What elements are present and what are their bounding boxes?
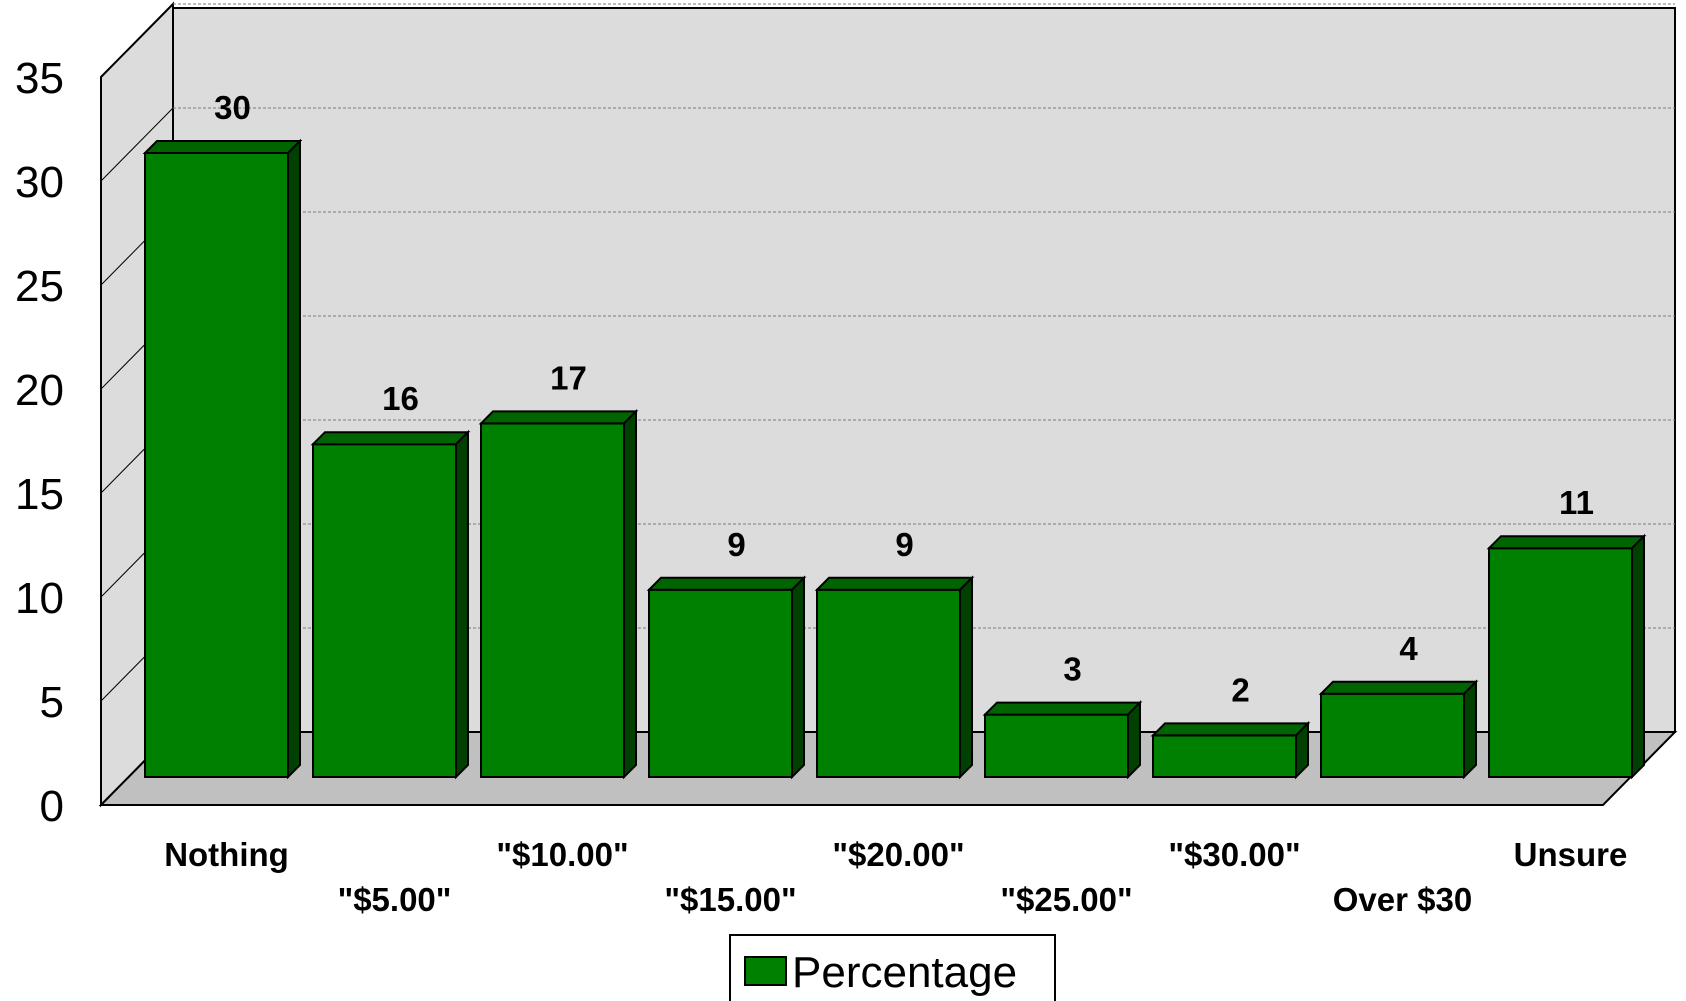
- bar-top: [142, 140, 303, 154]
- bars: [142, 138, 1647, 780]
- x-tick-label: "$30.00": [1168, 836, 1300, 873]
- bar-front: [648, 588, 793, 778]
- data-label: 3: [1063, 651, 1081, 688]
- bar-side: [623, 408, 637, 780]
- data-labels: 30 16 17 9 9 3 2 4 11: [214, 89, 1594, 708]
- data-label: 17: [550, 359, 587, 396]
- data-label: 2: [1231, 671, 1249, 708]
- axes: [100, 77, 1603, 806]
- bar-top: [1486, 535, 1647, 550]
- data-label: 30: [214, 89, 251, 126]
- bar-front: [1488, 547, 1633, 779]
- bar-top: [310, 431, 471, 446]
- x-tick-label: Unsure: [1514, 836, 1628, 873]
- bar-top: [478, 410, 639, 425]
- x-tick-label: "$5.00": [338, 881, 452, 918]
- bar-front: [312, 443, 457, 778]
- bar-side: [1127, 700, 1141, 780]
- y-tick-label: 15: [15, 470, 64, 519]
- bar-front: [1152, 734, 1297, 779]
- bar-top: [1150, 722, 1311, 737]
- x-tick-label: Over $30: [1333, 881, 1472, 918]
- x-tick-label: "$25.00": [1000, 881, 1132, 918]
- data-label: 11: [1559, 484, 1594, 521]
- bar: [1150, 720, 1311, 780]
- bar-side: [791, 575, 805, 780]
- legend: Percentage: [729, 934, 1056, 1001]
- y-tick-label: 5: [40, 678, 64, 727]
- y-tick-label: 35: [15, 54, 64, 103]
- bar-side: [455, 429, 469, 780]
- data-label: 9: [727, 526, 745, 563]
- bar: [478, 408, 639, 780]
- bar: [310, 429, 471, 780]
- bar: [646, 575, 807, 780]
- x-tick-label: "$15.00": [664, 881, 796, 918]
- bar-side: [959, 575, 973, 780]
- y-tick-label: 20: [15, 366, 64, 415]
- gridline-side: [100, 3, 174, 78]
- bar-front: [984, 713, 1129, 778]
- y-tick-label: 0: [40, 782, 64, 831]
- bar-top: [814, 576, 975, 591]
- x-tick-label: Nothing: [164, 836, 289, 873]
- y-tick-label: 25: [15, 262, 64, 311]
- data-label: 9: [895, 526, 913, 563]
- data-label: 16: [382, 380, 419, 417]
- bar: [814, 575, 975, 780]
- y-axis-ticks: 0 5 10 15 20 25 30 35: [15, 54, 64, 831]
- bar-side: [1631, 533, 1645, 780]
- bar-side: [1463, 679, 1477, 780]
- bar: [1318, 679, 1479, 780]
- bar-front: [480, 422, 625, 778]
- x-tick-label: "$20.00": [832, 836, 964, 873]
- bar-side: [1295, 720, 1309, 780]
- x-tick-label: "$10.00": [496, 836, 628, 873]
- bar-front: [816, 588, 961, 778]
- y-tick-label: 10: [15, 574, 64, 623]
- data-label: 4: [1399, 630, 1418, 667]
- bar-front: [1320, 692, 1465, 778]
- legend-label: Percentage: [792, 948, 1017, 997]
- x-axis-ticks: Nothing "$5.00" "$10.00" "$15.00" "$20.00" "$…: [164, 836, 1627, 918]
- y-tick-label: 30: [15, 158, 64, 207]
- bar: [1486, 533, 1647, 780]
- bar-top: [1318, 680, 1479, 695]
- bar-front: [144, 152, 289, 778]
- bar: [982, 700, 1143, 780]
- bar-top: [982, 701, 1143, 716]
- bar: [142, 138, 303, 780]
- gridline-side: [100, 107, 174, 182]
- bar-side: [287, 138, 301, 780]
- legend-swatch: [744, 956, 787, 986]
- bar-top: [646, 576, 807, 591]
